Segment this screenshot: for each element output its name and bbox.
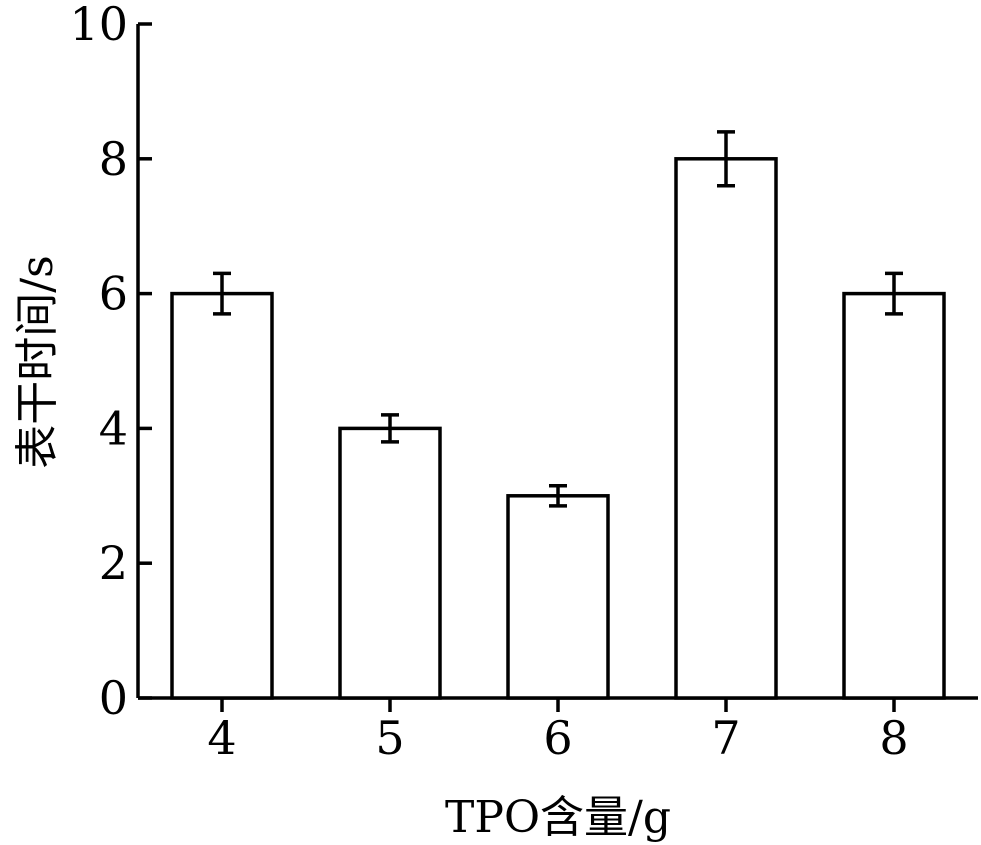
bar-8 <box>842 291 946 700</box>
x-tick-label: 8 <box>879 711 908 765</box>
x-axis-label: TPO含量/g <box>445 792 671 843</box>
y-tick-label: 10 <box>69 0 128 51</box>
x-ticks-group: 4 5 6 7 8 <box>207 698 909 765</box>
y-tick-label: 0 <box>99 671 128 725</box>
x-tick-label: 7 <box>711 711 740 765</box>
bar-6 <box>506 494 610 700</box>
x-tick-label: 4 <box>207 711 236 765</box>
bars-group <box>170 130 946 700</box>
bar-7 <box>674 157 778 700</box>
x-tick-label: 6 <box>543 711 572 765</box>
bar-4 <box>170 291 274 700</box>
y-tick-label: 4 <box>99 401 128 455</box>
bar-5 <box>338 426 442 700</box>
y-ticks-group: 0 2 4 6 8 10 <box>69 0 152 725</box>
y-tick-label: 8 <box>99 132 128 186</box>
y-tick-label: 2 <box>99 536 128 590</box>
x-tick-label: 5 <box>375 711 404 765</box>
y-axis-label: 表干时间/s <box>12 255 63 468</box>
y-tick-label: 6 <box>99 267 128 321</box>
